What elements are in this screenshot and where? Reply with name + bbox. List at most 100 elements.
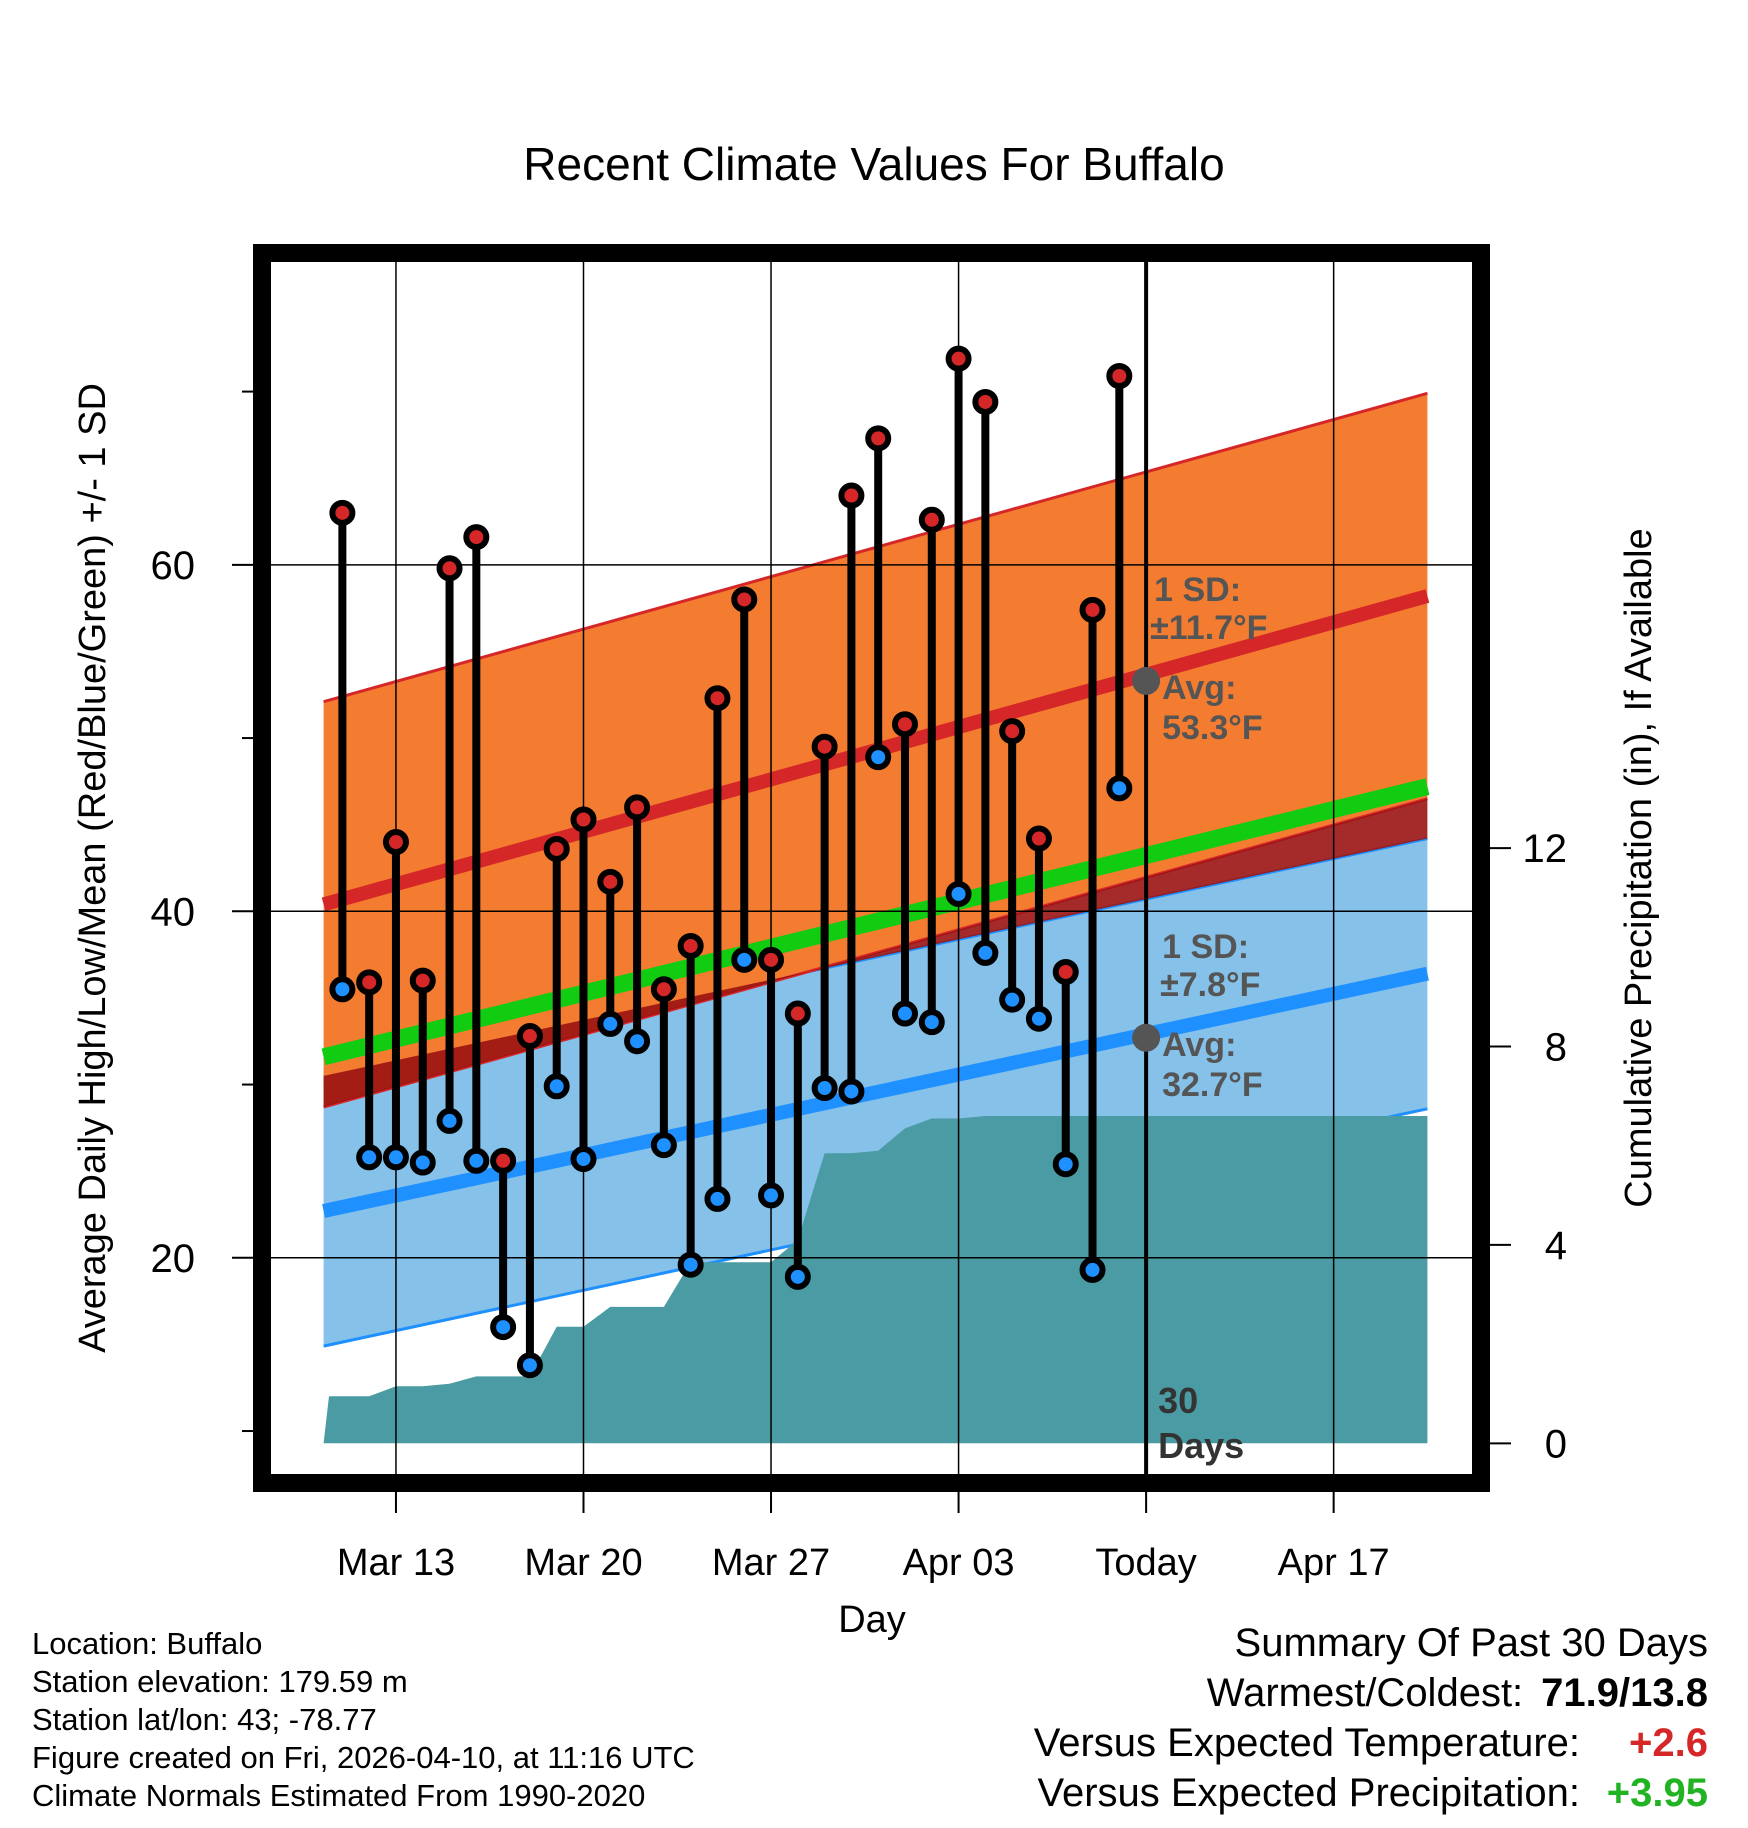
today-days-label: Days xyxy=(1158,1425,1244,1466)
y2-axis-label: Cumulative Precipitation (in), If Availa… xyxy=(1618,528,1660,1207)
precip-anomaly-value: +3.95 xyxy=(1606,1771,1708,1815)
x-tick-label: Apr 03 xyxy=(903,1542,1015,1584)
daily-low-point xyxy=(1052,1151,1079,1178)
daily-low-point xyxy=(999,986,1026,1013)
daily-low-point xyxy=(758,1182,785,1209)
daily-high-point xyxy=(918,506,945,533)
high-sd-label: 1 SD: xyxy=(1154,571,1241,609)
daily-high-point xyxy=(624,794,651,821)
precipitation-area xyxy=(323,1116,1428,1444)
daily-high-point xyxy=(597,868,624,895)
high-avg-value: 53.3°F xyxy=(1162,709,1263,747)
daily-low-point xyxy=(516,1352,543,1379)
y-axis-label: Average Daily High/Low/Mean (Red/Blue/Gr… xyxy=(72,383,114,1353)
y2-tick-label: 4 xyxy=(1545,1224,1567,1268)
daily-low-point xyxy=(463,1147,490,1174)
summary-title: Summary Of Past 30 Days xyxy=(1234,1621,1708,1665)
low-sd-label: 1 SD: xyxy=(1162,928,1249,966)
y2-tick-label: 0 xyxy=(1545,1422,1567,1466)
precip-anomaly-row: Versus Expected Precipitation: +3.95 xyxy=(1034,1768,1708,1818)
daily-high-point xyxy=(1079,596,1106,623)
high-avg-label: Avg: xyxy=(1162,669,1236,707)
daily-low-point xyxy=(811,1075,838,1102)
daily-high-point xyxy=(731,586,758,613)
daily-low-point xyxy=(382,1144,409,1171)
daily-low-point xyxy=(356,1144,383,1171)
daily-high-point xyxy=(891,711,918,738)
daily-high-point xyxy=(490,1147,517,1174)
daily-high-point xyxy=(972,388,999,415)
low-avg-label: Avg: xyxy=(1162,1026,1236,1064)
x-axis-label: Day xyxy=(838,1599,906,1641)
y2-tick-label: 12 xyxy=(1523,827,1568,871)
temp-anomaly-row: Versus Expected Temperature: +2.6 xyxy=(1034,1718,1708,1768)
low-avg-marker xyxy=(1132,1023,1161,1052)
high-sd-value: ±11.7°F xyxy=(1150,609,1267,647)
daily-low-point xyxy=(1025,1005,1052,1032)
daily-high-point xyxy=(329,499,356,526)
daily-high-point xyxy=(409,967,436,994)
daily-high-point xyxy=(811,733,838,760)
latlon-text: Station lat/lon: 43; -78.77 xyxy=(32,1702,377,1737)
daily-low-point xyxy=(329,976,356,1003)
x-tick-label: Mar 13 xyxy=(337,1542,455,1584)
daily-high-point xyxy=(570,806,597,833)
location-text: Location: Buffalo xyxy=(32,1626,263,1661)
today-days-number: 30 xyxy=(1158,1380,1198,1421)
daily-low-point xyxy=(624,1028,651,1055)
daily-high-point xyxy=(516,1023,543,1050)
normals-source-text: Climate Normals Estimated From 1990-2020 xyxy=(32,1778,646,1813)
daily-low-point xyxy=(650,1132,677,1159)
plot-frame xyxy=(253,244,1490,1492)
daily-low-point xyxy=(891,1000,918,1027)
daily-low-point xyxy=(784,1263,811,1290)
y-tick-label: 40 xyxy=(151,890,196,934)
temp-anomaly-value: +2.6 xyxy=(1629,1721,1708,1765)
daily-low-point xyxy=(570,1146,597,1173)
x-tick-label: Apr 17 xyxy=(1278,1542,1390,1584)
daily-high-point xyxy=(1052,958,1079,985)
temp-anomaly-label: Versus Expected Temperature: xyxy=(1033,1721,1580,1765)
daily-high-point xyxy=(463,524,490,551)
summary-panel: Summary Of Past 30 Days Warmest/Coldest:… xyxy=(1034,1618,1708,1818)
y-tick-label: 60 xyxy=(151,544,196,588)
daily-high-point xyxy=(543,835,570,862)
daily-low-point xyxy=(1106,775,1133,802)
daily-low-point xyxy=(865,744,892,771)
daily-high-point xyxy=(865,425,892,452)
mean-normal-line xyxy=(321,778,1430,1066)
daily-high-point xyxy=(999,718,1026,745)
daily-high-point xyxy=(677,932,704,959)
high-avg-marker xyxy=(1132,666,1161,695)
daily-high-point xyxy=(356,969,383,996)
daily-low-point xyxy=(597,1010,624,1037)
daily-low-point xyxy=(918,1009,945,1036)
daily-low-point xyxy=(972,939,999,966)
daily-low-point xyxy=(945,880,972,907)
y-tick-label: 20 xyxy=(151,1237,196,1281)
warm-cold-row: Warmest/Coldest: 71.9/13.8 xyxy=(1034,1668,1708,1718)
daily-high-point xyxy=(436,555,463,582)
warm-cold-label: Warmest/Coldest: xyxy=(1206,1671,1524,1715)
daily-high-point xyxy=(838,482,865,509)
chart-title: Recent Climate Values For Buffalo xyxy=(523,138,1224,190)
daily-high-point xyxy=(758,946,785,973)
created-text: Figure created on Fri, 2026-04-10, at 11… xyxy=(32,1740,695,1775)
daily-low-point xyxy=(436,1107,463,1134)
warm-cold-value: 71.9/13.8 xyxy=(1541,1671,1708,1715)
daily-low-point xyxy=(1079,1256,1106,1283)
daily-low-point xyxy=(409,1149,436,1176)
elevation-text: Station elevation: 179.59 m xyxy=(32,1664,408,1699)
station-info: Location: Buffalo Station elevation: 179… xyxy=(32,1625,695,1815)
daily-high-point xyxy=(1106,363,1133,389)
daily-low-point xyxy=(704,1185,731,1212)
daily-high-point xyxy=(382,829,409,856)
band-overlap xyxy=(323,798,1428,1108)
low-avg-value: 32.7°F xyxy=(1162,1066,1263,1104)
daily-high-point xyxy=(650,976,677,1003)
daily-low-point xyxy=(543,1073,570,1100)
daily-high-point xyxy=(1025,825,1052,852)
daily-low-point xyxy=(731,946,758,973)
x-tick-label: Today xyxy=(1095,1542,1196,1584)
